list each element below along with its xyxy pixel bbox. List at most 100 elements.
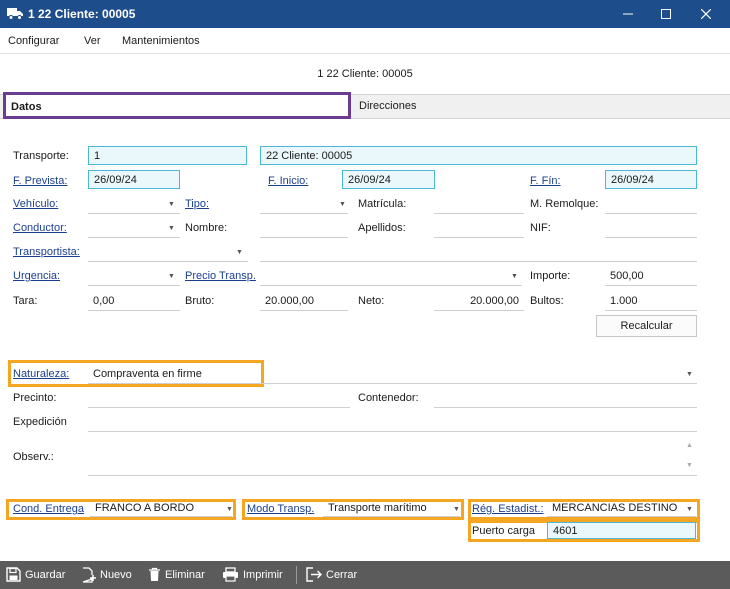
apellidos-field[interactable]: [434, 219, 524, 238]
tipo-label[interactable]: Tipo:: [185, 198, 210, 210]
modo-transp-highlight: [242, 499, 464, 520]
modo-transp-select[interactable]: Transporte marítimo: [323, 500, 460, 517]
neto-label: Neto:: [358, 295, 385, 307]
matricula-label: Matrícula:: [358, 198, 407, 210]
importe-field[interactable]: 500,00: [605, 267, 697, 286]
nombre-field[interactable]: [260, 219, 348, 238]
f-prevista-field[interactable]: 26/09/24: [88, 170, 180, 189]
bultos-field[interactable]: 1.000: [605, 292, 697, 311]
close-icon: [701, 9, 711, 19]
neto-field[interactable]: 20.000,00: [434, 292, 524, 311]
nif-field[interactable]: [605, 219, 697, 238]
cond-entrega-label[interactable]: Cond. Entrega: [13, 503, 84, 515]
guardar-label: Guardar: [25, 568, 66, 581]
precio-transp-select[interactable]: [260, 267, 522, 286]
cond-entrega-select[interactable]: FRANCO A BORDO: [90, 500, 232, 517]
chevron-down-icon[interactable]: ▼: [168, 225, 175, 232]
urgencia-label[interactable]: Urgencia:: [13, 270, 61, 282]
footer-toolbar: Guardar Nuevo Eliminar Imprimir Cerrar: [0, 561, 730, 589]
eliminar-button[interactable]: Eliminar: [148, 567, 205, 582]
menu-configurar[interactable]: Configurar: [8, 35, 60, 47]
transporte-field[interactable]: 1: [88, 146, 247, 165]
chevron-down-icon[interactable]: ▼: [511, 273, 518, 280]
new-document-icon: [82, 567, 96, 583]
imprimir-button[interactable]: Imprimir: [222, 567, 283, 582]
precio-transp-label[interactable]: Precio Transp.: [185, 270, 256, 282]
chevron-down-icon[interactable]: ▼: [339, 201, 346, 208]
bultos-label: Bultos:: [530, 295, 564, 307]
maximize-icon: [661, 9, 671, 19]
expedicion-field[interactable]: [88, 413, 697, 432]
chevron-down-icon[interactable]: ▼: [686, 371, 693, 378]
chevron-down-icon[interactable]: ▼: [168, 273, 175, 280]
naturaleza-label[interactable]: Naturaleza:: [13, 368, 70, 380]
f-fin-field[interactable]: 26/09/24: [605, 170, 697, 189]
chevron-down-icon[interactable]: ▼: [168, 201, 175, 208]
menu-mantenimientos[interactable]: Mantenimientos: [122, 35, 200, 47]
naturaleza-select[interactable]: Compraventa en firme: [88, 365, 697, 384]
save-icon: [6, 567, 21, 582]
contenedor-field[interactable]: [434, 389, 697, 408]
cerrar-button[interactable]: Cerrar: [306, 567, 357, 582]
exit-icon: [306, 567, 322, 582]
observ-textarea[interactable]: [88, 436, 697, 476]
naturaleza-highlight: [8, 360, 264, 387]
tara-label: Tara:: [13, 295, 38, 307]
conductor-label[interactable]: Conductor:: [13, 222, 67, 234]
puerto-carga-field[interactable]: 4601: [547, 522, 696, 539]
window-title: 1 22 Cliente: 00005: [28, 7, 136, 21]
printer-icon: [223, 567, 238, 582]
bruto-label: Bruto:: [185, 295, 215, 307]
transportista-label[interactable]: Transportista:: [13, 246, 80, 258]
modo-transp-label[interactable]: Modo Transp.: [247, 503, 315, 515]
vehiculo-label[interactable]: Vehículo:: [13, 198, 59, 210]
nuevo-label: Nuevo: [100, 569, 132, 581]
chevron-down-icon[interactable]: ▼: [453, 506, 460, 513]
precinto-field[interactable]: [88, 389, 350, 408]
scroll-down-icon[interactable]: ▼: [686, 462, 693, 469]
puerto-carga-highlight: [468, 520, 700, 542]
tab-datos-label: Datos: [11, 101, 42, 113]
f-fin-label[interactable]: F. Fín:: [530, 175, 561, 187]
f-inicio-label[interactable]: F. Inicio:: [268, 175, 309, 187]
f-inicio-field[interactable]: 26/09/24: [342, 170, 435, 189]
trash-icon: [149, 567, 160, 581]
minimize-icon: [623, 13, 633, 15]
m-remolque-label: M. Remolque:: [530, 198, 599, 210]
contenedor-label: Contenedor:: [358, 392, 419, 404]
cerrar-label: Cerrar: [326, 568, 358, 581]
puerto-carga-label: Puerto carga: [472, 525, 535, 537]
minimize-button[interactable]: [610, 0, 646, 28]
transporte-desc-field[interactable]: 22 Cliente: 00005: [260, 146, 697, 165]
reg-estadist-highlight: [468, 499, 700, 520]
conductor-select[interactable]: [88, 219, 180, 238]
reg-estadist-select[interactable]: MERCANCIAS DESTINO: [547, 500, 696, 517]
matricula-field[interactable]: [434, 195, 524, 214]
menu-ver[interactable]: Ver: [84, 35, 101, 47]
chevron-down-icon[interactable]: ▼: [686, 506, 693, 513]
tara-field[interactable]: 0,00: [88, 292, 180, 311]
bruto-field[interactable]: 20.000,00: [260, 292, 348, 311]
tipo-select[interactable]: [260, 195, 348, 214]
tab-datos[interactable]: Datos: [3, 92, 351, 119]
transporte-label: Transporte:: [13, 150, 69, 162]
scroll-up-icon[interactable]: ▲: [686, 442, 693, 449]
chevron-down-icon[interactable]: ▼: [236, 249, 243, 256]
f-prevista-label[interactable]: F. Prevista:: [13, 175, 68, 187]
menu-bar: Configurar Ver Mantenimientos: [0, 28, 730, 54]
recalcular-button[interactable]: Recalcular: [596, 315, 697, 337]
transportista-desc-field[interactable]: [260, 243, 697, 262]
close-button[interactable]: [688, 0, 724, 28]
chevron-down-icon[interactable]: ▼: [226, 506, 233, 513]
m-remolque-field[interactable]: [605, 195, 697, 214]
urgencia-select[interactable]: [88, 267, 180, 286]
guardar-button[interactable]: Guardar: [6, 567, 65, 582]
vehiculo-select[interactable]: [88, 195, 180, 214]
nuevo-button[interactable]: Nuevo: [81, 567, 132, 583]
transportista-select[interactable]: [88, 243, 248, 262]
maximize-button[interactable]: [648, 0, 684, 28]
truck-icon: [7, 8, 23, 20]
tab-direcciones[interactable]: Direcciones: [359, 100, 417, 112]
reg-estadist-label[interactable]: Rég. Estadist.:: [472, 503, 544, 515]
cond-entrega-highlight: [6, 499, 236, 520]
